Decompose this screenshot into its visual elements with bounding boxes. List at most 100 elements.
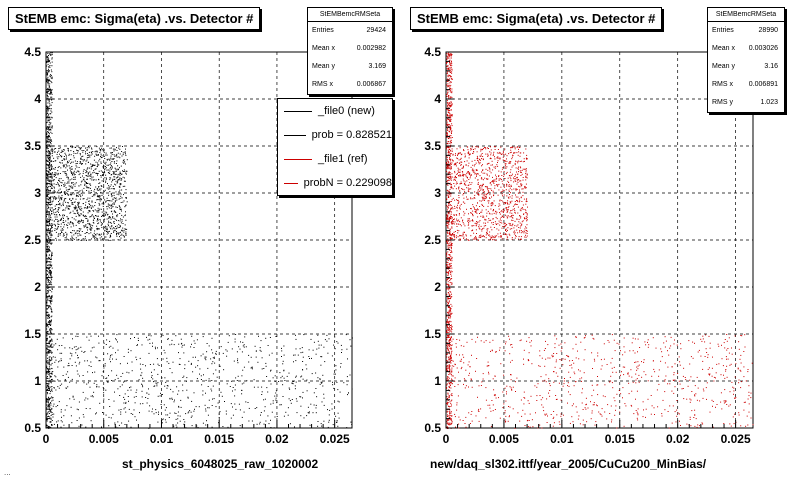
data-point (446, 162, 448, 163)
data-point (111, 168, 112, 170)
data-point (76, 190, 78, 191)
data-point (498, 189, 500, 191)
data-point (309, 358, 310, 359)
data-point (55, 237, 57, 239)
data-point (446, 223, 448, 224)
data-point (46, 116, 48, 118)
data-point (78, 191, 80, 193)
data-point (87, 219, 89, 221)
data-point (526, 230, 528, 232)
data-point (451, 223, 453, 225)
data-point (108, 399, 110, 400)
data-point (118, 424, 120, 426)
data-point (215, 350, 217, 352)
data-point (488, 202, 490, 204)
data-point (512, 154, 514, 156)
data-point (446, 158, 448, 160)
data-point (49, 233, 51, 235)
data-point (100, 176, 102, 178)
data-point (94, 151, 96, 153)
data-point (123, 162, 125, 164)
data-point (331, 355, 333, 357)
data-point (241, 393, 243, 395)
data-point (449, 382, 451, 384)
data-point (498, 153, 500, 154)
data-point (55, 172, 57, 174)
data-point (447, 103, 449, 105)
data-point (506, 158, 507, 160)
data-point (446, 368, 448, 369)
data-point (92, 395, 93, 397)
data-point (125, 231, 127, 233)
data-point (94, 236, 95, 238)
data-point (47, 148, 49, 149)
data-point (482, 198, 484, 200)
data-point (456, 218, 458, 220)
data-point (496, 164, 498, 166)
data-point (103, 149, 105, 151)
data-point (166, 385, 168, 386)
data-point (450, 275, 452, 277)
data-point (449, 165, 451, 167)
data-point (461, 167, 463, 169)
data-point (99, 220, 101, 222)
data-point (241, 416, 243, 418)
data-point (48, 317, 50, 319)
data-point (49, 267, 51, 268)
data-point (449, 129, 451, 131)
data-point (48, 242, 50, 244)
data-point (47, 402, 49, 404)
data-point (450, 423, 452, 424)
data-point (117, 232, 119, 234)
data-point (120, 165, 122, 167)
data-point (61, 345, 63, 346)
data-point (49, 166, 51, 168)
data-point (49, 250, 51, 252)
data-point (46, 198, 48, 200)
data-point (159, 395, 161, 397)
data-point (88, 151, 90, 153)
data-point (260, 412, 262, 413)
data-point (511, 212, 513, 214)
data-point (51, 160, 53, 162)
data-point (112, 358, 113, 360)
data-point (295, 360, 297, 362)
data-point (88, 380, 90, 382)
data-point (448, 387, 450, 389)
data-point (90, 366, 92, 367)
data-point (69, 186, 71, 188)
data-point (446, 360, 448, 362)
scatter-series (446, 52, 754, 429)
data-point (514, 201, 516, 202)
data-point (104, 214, 106, 216)
data-point (97, 173, 99, 174)
data-point (449, 359, 451, 361)
data-point (525, 236, 527, 238)
data-point (119, 395, 121, 396)
data-point (51, 164, 52, 166)
data-point (238, 403, 240, 405)
data-point (210, 358, 212, 360)
data-point (467, 152, 469, 154)
data-point (74, 213, 76, 215)
data-point (102, 205, 104, 207)
data-point (160, 336, 162, 338)
data-point (164, 419, 166, 421)
data-point (60, 152, 62, 153)
data-point (468, 152, 470, 154)
data-point (98, 199, 100, 201)
data-point (157, 363, 159, 365)
data-point (47, 221, 49, 223)
data-point (51, 188, 53, 189)
data-point (456, 157, 458, 159)
data-point (190, 416, 192, 418)
data-point (48, 381, 50, 383)
data-point (52, 397, 54, 399)
data-point (446, 221, 448, 223)
data-point (92, 396, 94, 398)
data-point (93, 190, 95, 192)
data-point (47, 227, 49, 229)
data-point (447, 75, 449, 77)
data-point (66, 233, 68, 235)
data-point (62, 375, 64, 376)
